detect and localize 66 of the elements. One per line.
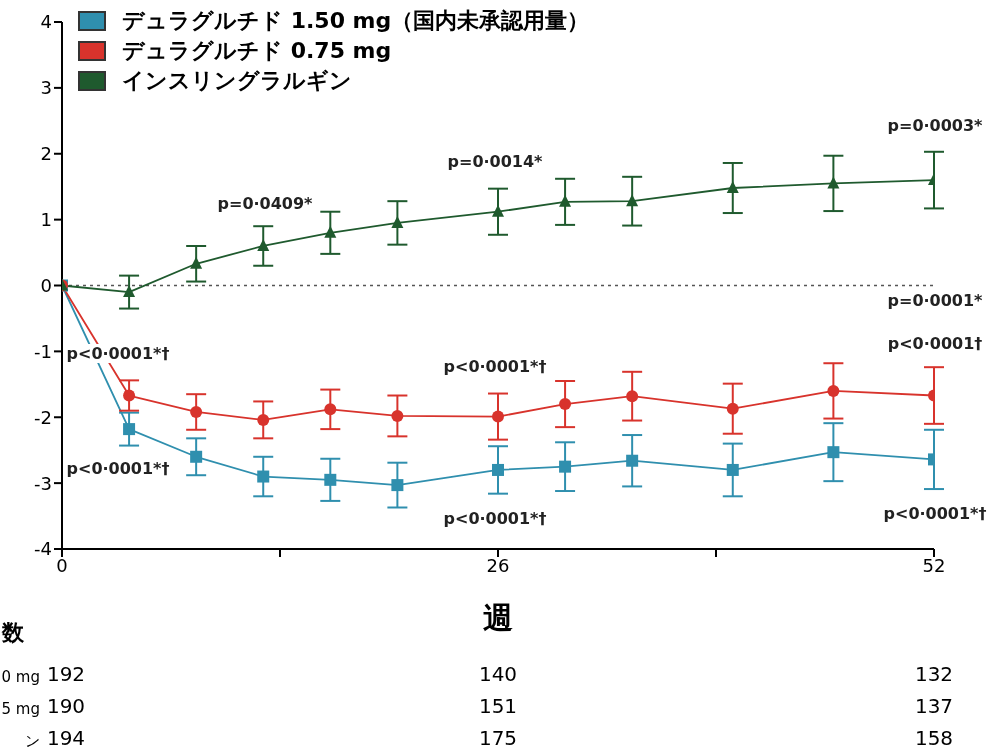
point	[726, 181, 739, 194]
annotation: p<0·0001*†	[66, 344, 170, 363]
text: 5 mg	[0, 700, 40, 718]
point	[324, 403, 337, 416]
point	[257, 470, 270, 483]
point	[626, 454, 639, 467]
point	[559, 460, 572, 473]
point	[626, 390, 639, 403]
text: 151	[477, 694, 519, 718]
legend-label: デュラグルチド 1.50 mg（国内未承認用量）	[122, 7, 590, 35]
text: 132	[913, 662, 955, 686]
point	[190, 405, 203, 418]
point	[626, 194, 639, 207]
annotation: p=0·0001*	[887, 291, 983, 310]
y-tick-label: 0	[40, 274, 52, 296]
legend-label: デュラグルチド 0.75 mg	[122, 37, 392, 65]
point	[559, 398, 572, 411]
point	[391, 409, 404, 422]
point	[559, 194, 572, 207]
text: 194	[45, 726, 87, 750]
annotation: p<0·0001*†	[66, 459, 170, 478]
point	[123, 423, 136, 436]
y-tick-label: -4	[34, 538, 52, 560]
annotation: p<0·0001†	[887, 334, 983, 353]
point	[324, 473, 337, 486]
point	[827, 446, 840, 459]
point	[726, 463, 739, 476]
text: 192	[45, 662, 87, 686]
x-tick-label: 52	[922, 554, 946, 576]
point	[827, 176, 840, 189]
x-axis-title: 週	[482, 599, 514, 637]
point	[123, 285, 136, 298]
text: 175	[477, 726, 519, 750]
text: 190	[45, 694, 87, 718]
y-tick-label: -3	[34, 472, 52, 494]
annotation: p=0·0014*	[447, 152, 543, 171]
text: ン	[24, 732, 40, 751]
y-tick-label: 4	[40, 11, 52, 33]
annotation: p=0·0003*	[887, 116, 983, 135]
point	[492, 463, 504, 476]
point	[257, 413, 270, 426]
y-tick-label: 1	[40, 209, 52, 231]
text: 140	[477, 662, 519, 686]
annotation: p<0·0001*†	[443, 357, 547, 376]
legend-label: インスリングラルギン	[122, 67, 352, 95]
text: 0 mg	[0, 668, 40, 686]
point	[492, 410, 504, 423]
annotation: p<0·0001*†	[443, 509, 547, 528]
text: 数	[2, 619, 24, 647]
annotation: p=0·0409*	[217, 194, 313, 213]
y-tick-label: -1	[34, 340, 52, 362]
point	[190, 256, 203, 269]
point	[190, 450, 203, 463]
point	[827, 384, 840, 397]
y-tick-label: 2	[40, 143, 52, 165]
point	[391, 479, 404, 492]
point	[123, 389, 136, 402]
annotation: p<0·0001*†	[883, 504, 987, 523]
text: 158	[913, 726, 955, 750]
point	[726, 402, 739, 415]
text: 137	[913, 694, 955, 718]
y-tick-label: 3	[40, 77, 52, 99]
x-tick-label: 26	[486, 554, 510, 576]
x-tick-label: 0	[56, 554, 68, 576]
point	[324, 225, 337, 238]
y-tick-label: -2	[34, 406, 52, 428]
